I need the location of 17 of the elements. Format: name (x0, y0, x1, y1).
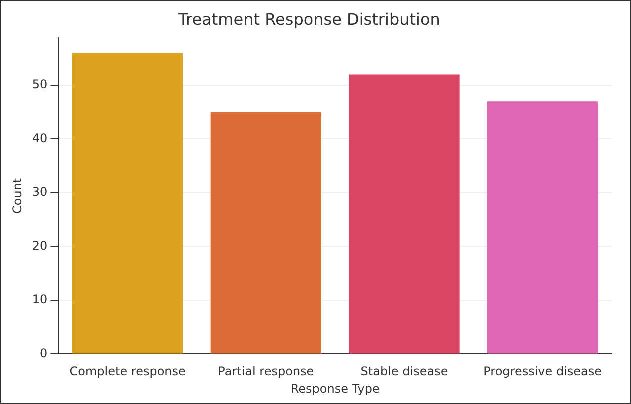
x-tick-label: Partial response (218, 364, 314, 379)
chart-title: Treatment Response Distribution (178, 10, 440, 29)
x-axis-title: Response Type (290, 382, 380, 396)
y-tick-label: 50 (32, 78, 48, 92)
x-tick-label: Stable disease (360, 364, 448, 379)
bar (488, 102, 598, 354)
y-tick-label: 0 (40, 346, 48, 360)
y-tick-label: 30 (32, 185, 48, 200)
bar (349, 74, 460, 354)
y-axis-title: Count (10, 178, 24, 214)
bar (210, 112, 322, 354)
x-tick-label: Complete response (70, 364, 186, 379)
y-tick-label: 10 (32, 292, 48, 307)
x-tick-label: Progressive disease (484, 364, 602, 379)
bar (72, 53, 184, 354)
y-tick-label: 40 (32, 131, 48, 146)
y-tick-label: 20 (32, 238, 48, 253)
